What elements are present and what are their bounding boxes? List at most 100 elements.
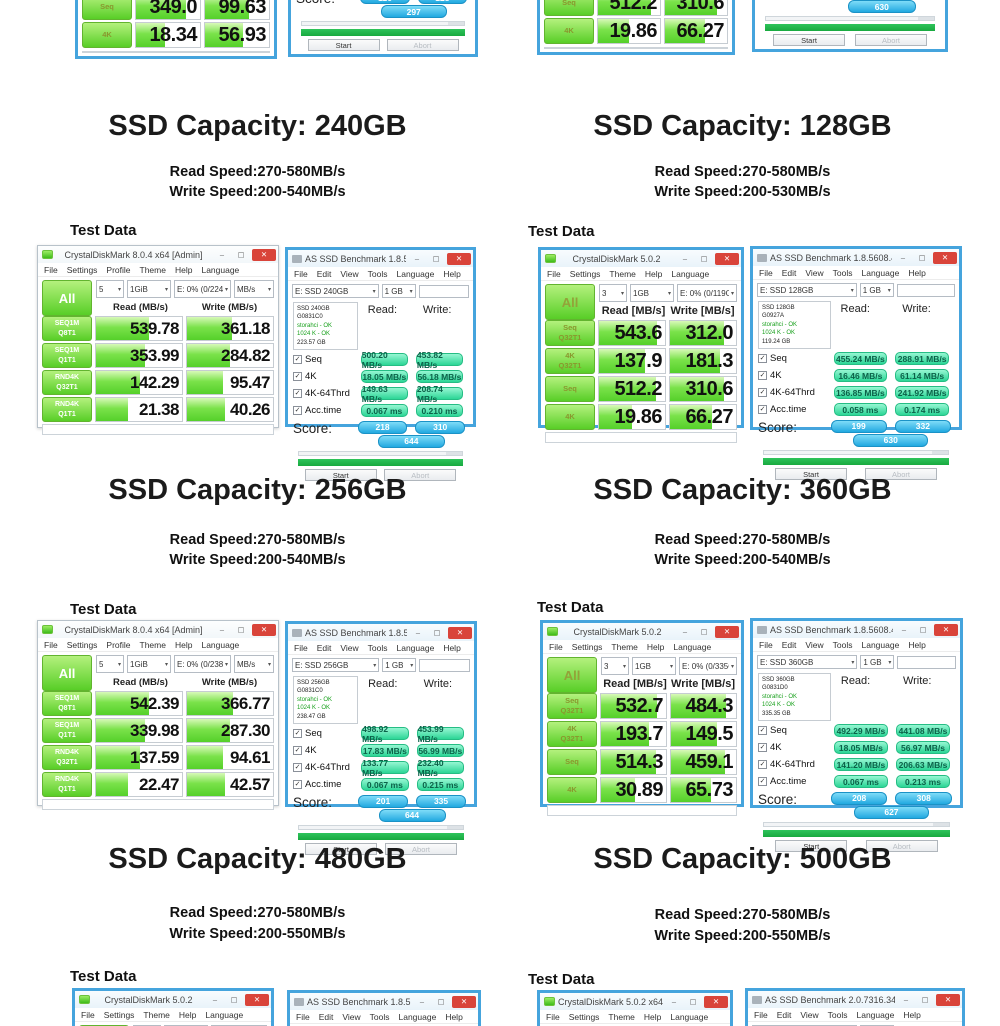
title-bar[interactable]: AS SSD Benchmark 1.8.5608.42992 – ▢ ✕ <box>753 621 960 638</box>
maximize-button[interactable]: ▢ <box>237 624 245 634</box>
menu-language[interactable]: Language <box>673 642 712 652</box>
start-button[interactable]: Start <box>307 39 380 51</box>
test-type-button[interactable]: SEQ1M Q8T1 <box>42 691 92 716</box>
text-input[interactable] <box>418 284 469 298</box>
text-input[interactable] <box>896 283 955 297</box>
drive-select[interactable]: E: SSD 240GB ▾ <box>292 284 379 298</box>
title-bar[interactable]: CrystalDiskMark 5.0.2 – ▢ ✕ <box>541 250 741 267</box>
test-type-button[interactable]: SEQ1M Q1T1 <box>42 343 92 368</box>
test-size-select[interactable]: 1GB▾ <box>630 284 674 302</box>
menu-profile[interactable]: Profile <box>106 640 131 650</box>
test-type-button[interactable]: 4K Q32T1 <box>547 721 597 747</box>
test-type-button[interactable]: Seq <box>547 749 597 775</box>
menu-language[interactable]: Language <box>861 268 900 278</box>
menu-help[interactable]: Help <box>443 643 461 653</box>
title-bar[interactable]: CrystalDiskMark 5.0.2 – ▢ ✕ <box>543 623 741 640</box>
minimize-button[interactable]: – <box>901 624 907 634</box>
test-type-button[interactable]: 4K Q32T1 <box>545 348 595 374</box>
test-type-button[interactable]: 4K <box>547 777 597 803</box>
checkbox-checked-icon[interactable]: ✓ <box>758 371 767 381</box>
menu-file[interactable]: File <box>759 640 773 650</box>
maximize-button[interactable]: ▢ <box>432 253 440 263</box>
menu-profile[interactable]: Profile <box>106 265 131 275</box>
menu-view[interactable]: View <box>340 269 359 279</box>
menu-language[interactable]: Language <box>396 643 435 653</box>
drive-select[interactable]: E: SSD 256GB ▾ <box>292 658 380 672</box>
menu-file[interactable]: File <box>81 1010 95 1020</box>
test-type-button[interactable]: 4K <box>545 404 595 430</box>
menu-edit[interactable]: Edit <box>318 1012 334 1022</box>
close-button[interactable]: ✕ <box>252 623 276 636</box>
menu-edit[interactable]: Edit <box>781 268 797 278</box>
title-bar[interactable]: AS SSD Benchmark 2.0.7316.34247 – ▢ ✕ <box>748 991 962 1008</box>
menu-file[interactable]: File <box>546 1012 560 1022</box>
minimize-button[interactable]: – <box>212 994 218 1004</box>
close-button[interactable]: ✕ <box>933 251 957 264</box>
maximize-button[interactable]: ▢ <box>919 624 927 634</box>
menu-help[interactable]: Help <box>174 640 193 650</box>
menu-language[interactable]: Language <box>398 1012 437 1022</box>
menu-theme[interactable]: Theme <box>139 640 166 650</box>
test-count-select[interactable]: 5 ▾ <box>96 655 124 673</box>
menu-tools[interactable]: Tools <box>832 640 853 650</box>
drive-select[interactable]: E: SSD 128GB ▾ <box>757 283 857 297</box>
checkbox-checked-icon[interactable]: ✓ <box>758 777 767 787</box>
checkbox-checked-icon[interactable]: ✓ <box>758 354 767 364</box>
test-type-button[interactable]: 4K <box>82 22 132 48</box>
test-count-select[interactable]: 3▾ <box>601 657 629 675</box>
test-size-select[interactable]: 1GiB ▾ <box>127 655 171 673</box>
start-button[interactable]: Start <box>305 842 377 855</box>
title-bar[interactable]: AS SSD Benchmark 1.8.5608.42992 – ▢ ✕ <box>288 250 473 267</box>
drive-select[interactable]: E: 0% (0/119GB)▾ <box>677 284 737 302</box>
test-type-button[interactable]: Seq Q32T1 <box>545 320 595 346</box>
minimize-button[interactable]: – <box>682 253 688 263</box>
test-type-button[interactable]: RND4K Q1T1 <box>42 772 92 797</box>
menu-help[interactable]: Help <box>174 265 193 275</box>
drive-select[interactable]: E: 0% (0/335GB)▾ <box>679 657 737 675</box>
test-size-select[interactable]: 1 GB▾ <box>381 284 416 298</box>
maximize-button[interactable]: ▢ <box>433 627 441 637</box>
title-bar[interactable]: CrystalDiskMark 8.0.4 x64 [Admin] – ▢ ✕ <box>38 621 278 638</box>
maximize-button[interactable]: ▢ <box>700 253 708 263</box>
checkbox-checked-icon[interactable]: ✓ <box>293 372 302 382</box>
menu-language[interactable]: Language <box>201 265 240 275</box>
menu-help[interactable]: Help <box>644 269 663 279</box>
minimize-button[interactable]: – <box>219 249 225 259</box>
menu-edit[interactable]: Edit <box>316 269 332 279</box>
menu-theme[interactable]: Theme <box>611 642 638 652</box>
checkbox-checked-icon[interactable]: ✓ <box>293 406 302 416</box>
title-bar[interactable]: AS SSD Benchmark 1.8.5608.42992 – ▢ ✕ <box>753 249 959 266</box>
minimize-button[interactable]: – <box>900 252 906 262</box>
test-type-button[interactable]: RND4K Q1T1 <box>42 397 92 422</box>
menu-help[interactable]: Help <box>646 642 665 652</box>
minimize-button[interactable]: – <box>671 996 677 1006</box>
close-button[interactable]: ✕ <box>715 252 739 265</box>
start-button[interactable]: Start <box>773 34 845 46</box>
menu-file[interactable]: File <box>294 269 308 279</box>
menu-tools[interactable]: Tools <box>367 643 388 653</box>
menu-file[interactable]: File <box>547 269 561 279</box>
maximize-button[interactable]: ▢ <box>437 996 445 1006</box>
checkbox-checked-icon[interactable]: ✓ <box>758 726 767 736</box>
test-count-select[interactable]: 5 ▾ <box>96 280 124 298</box>
menu-language[interactable]: Language <box>671 269 710 279</box>
menu-view[interactable]: View <box>800 1010 819 1020</box>
checkbox-checked-icon[interactable]: ✓ <box>758 760 767 770</box>
menu-help[interactable]: Help <box>445 1012 463 1022</box>
test-type-button[interactable]: RND4K Q32T1 <box>42 745 92 770</box>
menu-file[interactable]: File <box>296 1012 310 1022</box>
start-button[interactable]: Start <box>304 468 377 481</box>
menu-file[interactable]: File <box>549 642 563 652</box>
menu-edit[interactable]: Edit <box>776 1010 792 1020</box>
minimize-button[interactable]: – <box>415 627 421 637</box>
menu-help[interactable]: Help <box>443 269 461 279</box>
maximize-button[interactable]: ▢ <box>921 994 929 1004</box>
unit-select[interactable]: MB/s ▾ <box>234 655 274 673</box>
close-button[interactable]: ✕ <box>934 623 958 636</box>
checkbox-checked-icon[interactable]: ✓ <box>293 746 302 756</box>
test-type-button[interactable]: SEQ1M Q8T1 <box>42 316 92 341</box>
menu-view[interactable]: View <box>342 1012 361 1022</box>
close-button[interactable]: ✕ <box>452 995 476 1008</box>
minimize-button[interactable]: – <box>682 626 688 636</box>
close-button[interactable]: ✕ <box>252 248 276 261</box>
